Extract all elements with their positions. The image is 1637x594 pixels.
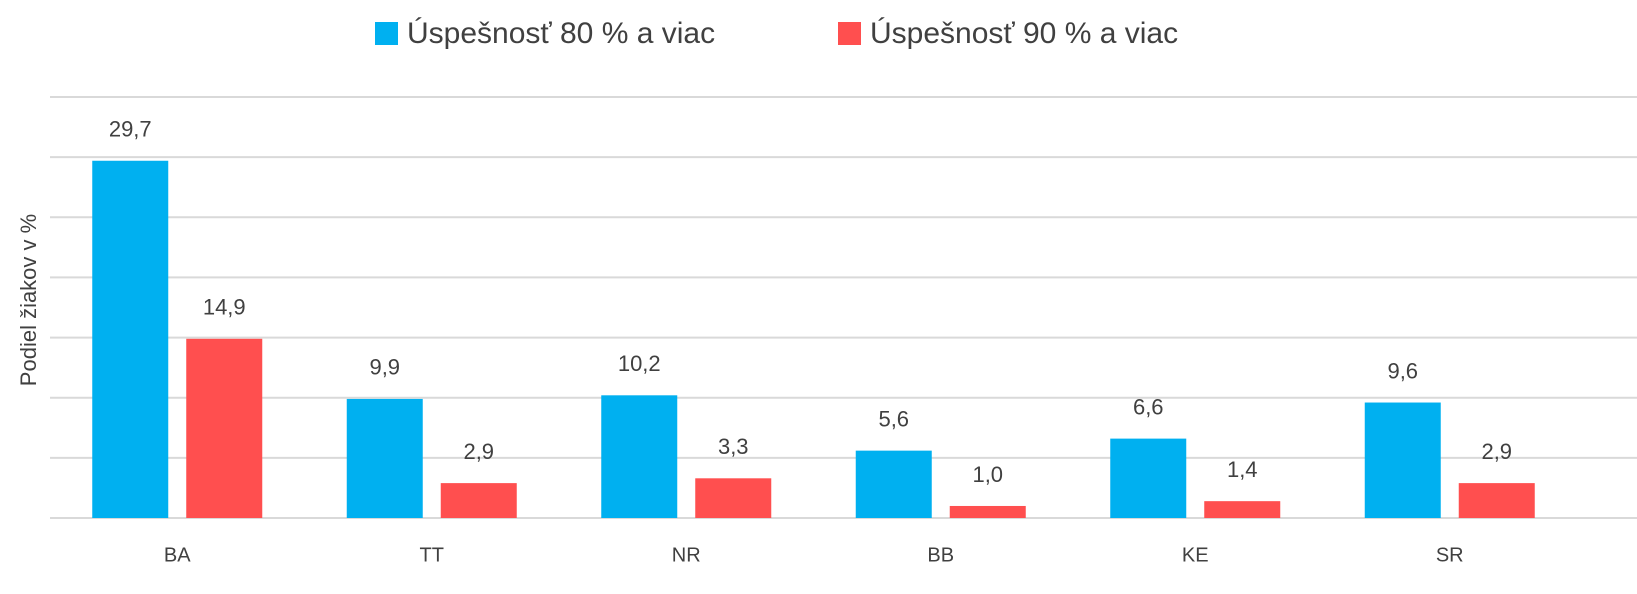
bar: [1204, 501, 1281, 518]
bar: [92, 160, 169, 518]
data-label: 9,9: [369, 355, 400, 380]
data-label: 29,7: [109, 117, 152, 142]
bar: [601, 395, 678, 518]
data-label: 14,9: [203, 295, 246, 320]
data-label: 6,6: [1133, 394, 1164, 419]
bar: [1458, 483, 1535, 518]
bar: [346, 398, 423, 518]
legend-label: Úspešnosť 80 % a viac: [407, 17, 715, 50]
data-label: 2,9: [463, 439, 494, 464]
x-tick-label: BB: [927, 544, 954, 566]
data-label: 1,4: [1227, 457, 1258, 482]
legend-swatch: [375, 22, 398, 45]
legend-swatch: [838, 22, 861, 45]
bar: [440, 483, 517, 518]
bar: [695, 478, 772, 518]
bar: [949, 505, 1026, 518]
x-tick-label: KE: [1182, 544, 1209, 566]
data-label: 1,0: [972, 462, 1003, 487]
data-label: 5,6: [878, 406, 909, 431]
x-tick-label: NR: [672, 544, 701, 566]
y-axis-label: Podiel žiakov v %: [16, 214, 41, 386]
x-tick-label: TT: [420, 544, 444, 566]
bar: [1110, 438, 1187, 518]
data-label: 9,6: [1387, 358, 1418, 383]
data-label: 2,9: [1481, 439, 1512, 464]
data-label: 10,2: [618, 351, 661, 376]
bar: [1364, 402, 1441, 518]
x-tick-label: BA: [164, 544, 191, 566]
bar: [855, 450, 932, 518]
legend-label: Úspešnosť 90 % a viac: [870, 17, 1178, 50]
data-label: 3,3: [718, 434, 749, 459]
bar: [186, 338, 263, 518]
x-tick-label: SR: [1436, 544, 1464, 566]
